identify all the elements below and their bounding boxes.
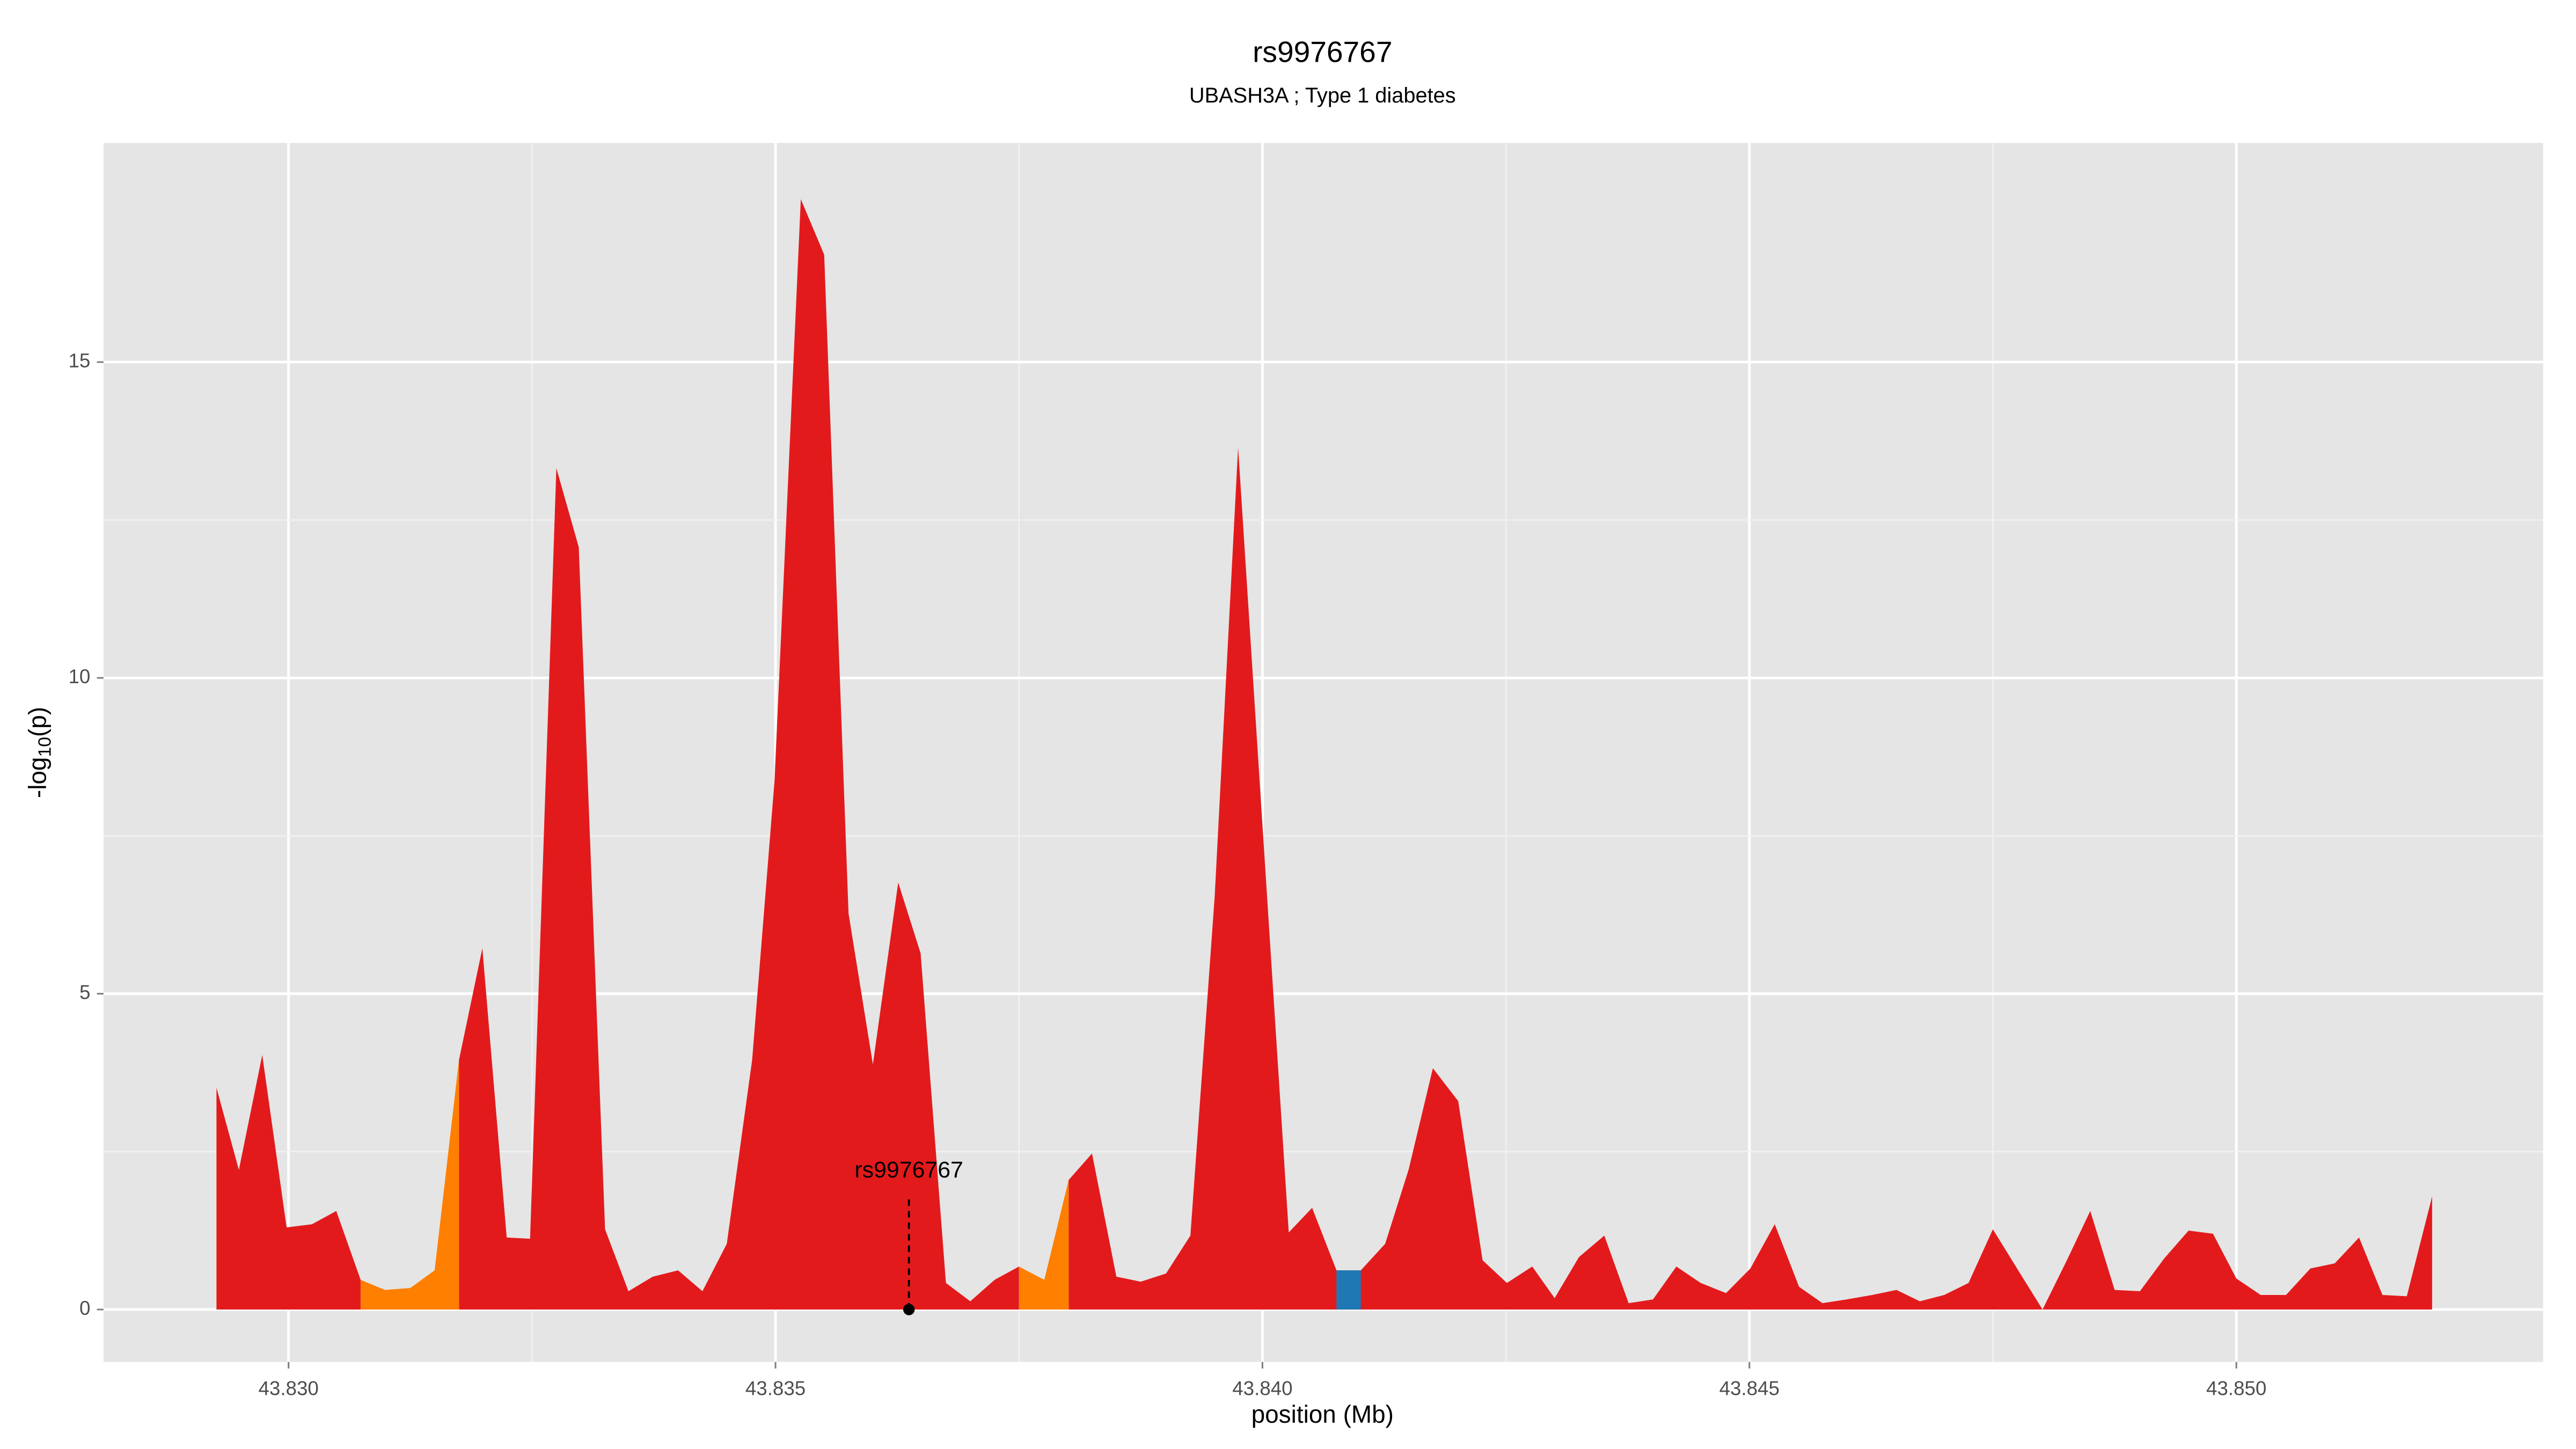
area (459, 199, 1019, 1310)
x-tick-label: 43.845 (1719, 1377, 1780, 1399)
grid (103, 143, 2543, 1362)
x-tick-label: 43.830 (259, 1377, 319, 1399)
area (1019, 1180, 1069, 1310)
x-axis-label: position (Mb) (1252, 1400, 1394, 1428)
y-axis-label: -log10(p) (24, 707, 55, 798)
y-tick-label: 0 (79, 1297, 90, 1319)
area (360, 1060, 459, 1310)
y-label-sub: 10 (35, 737, 55, 757)
area (1069, 447, 2432, 1310)
area (1336, 1270, 1361, 1310)
y-tick-label: 10 (69, 665, 91, 687)
chart-subtitle: UBASH3A ; Type 1 diabetes (1189, 84, 1456, 107)
y-label-main: -log (24, 757, 52, 799)
x-tick-label: 43.835 (745, 1377, 806, 1399)
y-label-rest: (p) (24, 707, 52, 737)
areas: rs9976767 (216, 199, 2432, 1315)
plot-panel (103, 143, 2543, 1362)
y-tick-label: 15 (69, 349, 91, 371)
x-tick-label: 43.840 (1232, 1377, 1292, 1399)
x-tick-label: 43.850 (2206, 1377, 2266, 1399)
annotation-label: rs9976767 (854, 1157, 963, 1183)
y-tick-label: 5 (79, 981, 90, 1003)
chart-title: rs9976767 (1253, 35, 1392, 69)
area (216, 1055, 361, 1310)
annotation-point (903, 1304, 915, 1315)
axes: 43.830 43.835 43.840 43.845 43.850 0 5 10 15 (69, 349, 2267, 1399)
